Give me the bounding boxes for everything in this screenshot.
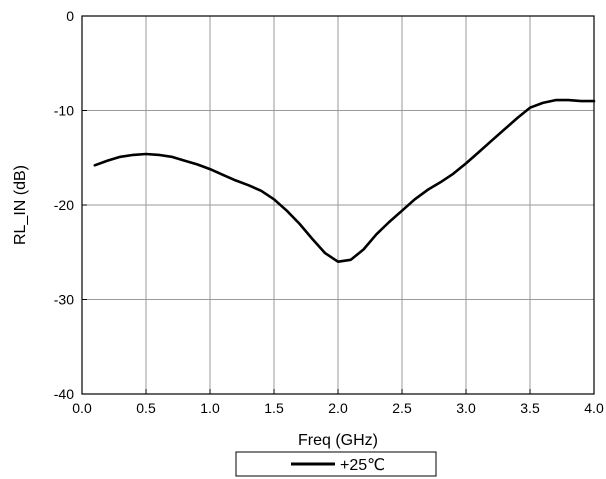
x-tick-label: 2.0 [328, 400, 348, 416]
y-tick-label: -20 [54, 197, 74, 213]
x-tick-label: 0.5 [136, 400, 156, 416]
y-tick-label: -10 [54, 103, 74, 119]
x-tick-label: 1.0 [200, 400, 220, 416]
series-line-0 [93, 98, 596, 264]
x-tick-label: 4.0 [584, 400, 604, 416]
x-axis-label: Freq (GHz) [298, 432, 378, 449]
ticks: 0.0 0.5 1.0 1.5 2.0 2.5 3.0 3.5 4.0 0 -10 -20 -30 -40 [54, 8, 604, 416]
y-tick-label: -40 [54, 386, 74, 402]
x-tick-label: 0.0 [72, 400, 92, 416]
x-tick-label: 2.5 [392, 400, 412, 416]
series-layer [93, 98, 596, 264]
legend-box [235, 451, 437, 477]
x-tick-label: 3.5 [520, 400, 540, 416]
y-tick-label: -30 [54, 292, 74, 308]
y-tick-label: 0 [66, 8, 74, 24]
grid [82, 16, 594, 394]
legend: +25℃ [235, 451, 437, 477]
x-tick-label: 3.0 [456, 400, 476, 416]
x-tick-label: 1.5 [264, 400, 284, 416]
y-axis-label: RL_IN (dB) [12, 165, 29, 245]
legend-label-0: +25℃ [340, 457, 385, 474]
